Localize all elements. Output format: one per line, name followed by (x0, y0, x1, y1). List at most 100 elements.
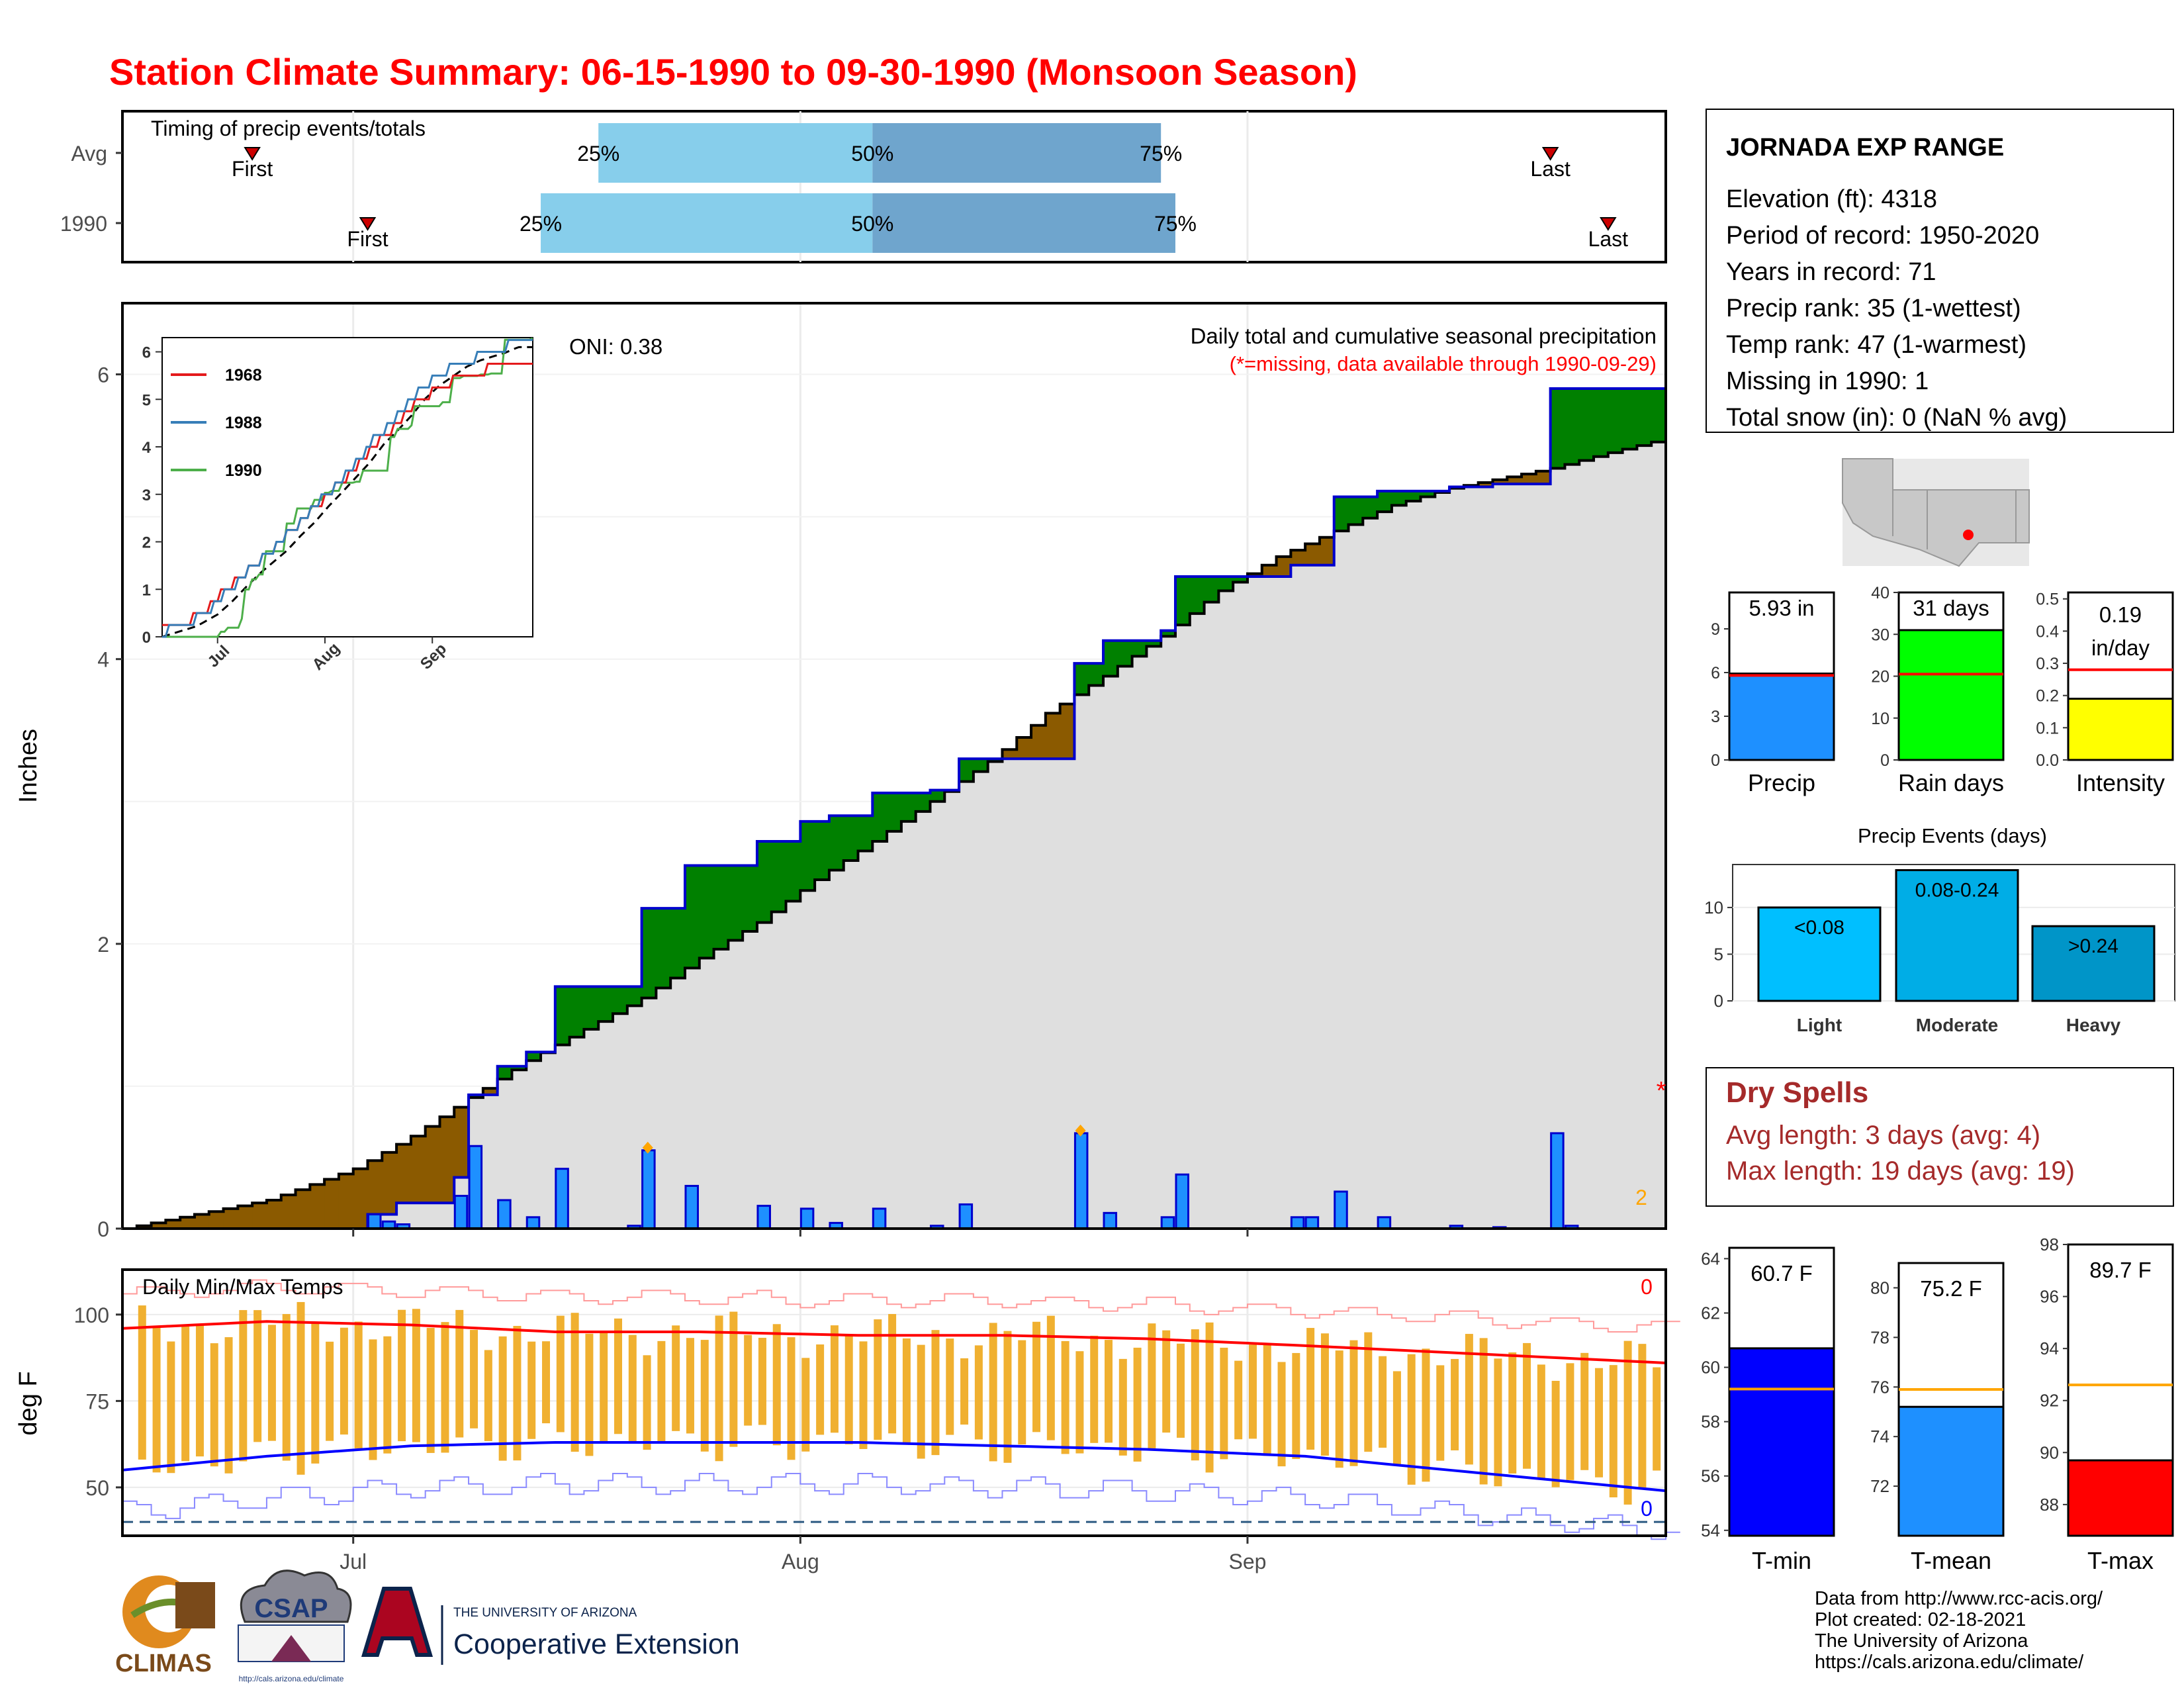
inset-y-label: 5 (142, 391, 151, 409)
temp-summary-value-label: 89.7 F (2089, 1258, 2152, 1282)
below-avg-fill (136, 1225, 152, 1229)
above-avg-fill (497, 1066, 512, 1080)
precip-events-title: Precip Events (days) (1858, 824, 2047, 847)
below-avg-fill (382, 1152, 397, 1215)
above-avg-fill (786, 841, 801, 902)
daily-precip-bar (872, 1207, 887, 1230)
daily-temp-range-bar (498, 1336, 507, 1461)
above-avg-fill (1189, 576, 1205, 614)
daily-temp-range-bar (1436, 1365, 1445, 1461)
below-avg-fill (396, 1144, 412, 1203)
first-event-label: First (347, 227, 388, 251)
above-avg-fill (1074, 663, 1089, 695)
summary-y-label: 30 (1871, 626, 1889, 644)
daily-temp-range-bar (974, 1345, 983, 1440)
below-avg-fill (1017, 737, 1032, 759)
station-info-line: Years in record: 71 (1726, 258, 1936, 286)
summary-category-label: Intensity (2076, 769, 2165, 796)
avg-cumulative-line (122, 438, 1667, 1230)
above-avg-fill (815, 821, 830, 880)
daily-temp-range-bar (1263, 1344, 1271, 1456)
x-tick-label: Aug (782, 1550, 819, 1573)
daily-temp-range-bar (1523, 1342, 1531, 1469)
below-avg-fill (1319, 537, 1335, 565)
daily-temp-range-bar (1349, 1340, 1358, 1466)
daily-temp-range-bar (1191, 1329, 1199, 1461)
summary-y-label: 0.2 (2036, 687, 2059, 706)
dry-spells-avg: Avg length: 3 days (avg: 4) (1726, 1121, 2040, 1150)
heavy-event-marker (1075, 1124, 1086, 1137)
temp-y-axis-label: deg F (15, 1371, 42, 1435)
temp-summary-y-label: 92 (2040, 1391, 2059, 1411)
below-avg-fill (295, 1190, 310, 1229)
daily-temp-range-bar (1653, 1367, 1661, 1471)
csap-logo-text: CSAP (254, 1594, 328, 1623)
last-event-label: Last (1530, 157, 1570, 181)
summary-y-label: 0.0 (2036, 751, 2059, 770)
precip-event-range: >0.24 (2068, 935, 2118, 957)
ua-logo-top: THE UNIVERSITY OF ARIZONA (453, 1606, 637, 1620)
avg-tmax-line (122, 1320, 1666, 1364)
events-y-label: 10 (1704, 898, 1723, 917)
summary-value-label: 0.19 (2099, 602, 2142, 627)
temp-summary-y-label: 80 (1870, 1278, 1889, 1297)
above-avg-fill (656, 908, 671, 988)
daily-temp-range-bar (758, 1337, 766, 1425)
summary-y-label: 0 (1880, 751, 1889, 770)
temp-summary-y-label: 96 (2040, 1287, 2059, 1307)
summary-category-label: Precip (1748, 769, 1815, 796)
daily-temp-range-bar (960, 1358, 969, 1425)
daily-temp-range-bar (1320, 1333, 1329, 1456)
q50-label: 50% (851, 212, 893, 236)
daily-temp-range-bar (1162, 1330, 1171, 1433)
threshold-count: 2 (1635, 1186, 1647, 1209)
daily-temp-range-bar (181, 1326, 190, 1462)
below-avg-fill (151, 1223, 166, 1229)
below-avg-fill (454, 1107, 469, 1178)
below-avg-fill (1492, 479, 1508, 485)
precip-event-bar (1895, 868, 2019, 1002)
above-avg-fill (713, 865, 729, 949)
below-avg-fill (1507, 477, 1522, 485)
x-tick-label: Sep (1228, 1550, 1266, 1573)
temp-summary-y-label: 98 (2040, 1235, 2059, 1254)
daily-temp-range-bar (1623, 1340, 1632, 1505)
daily-temp-range-bar (600, 1331, 608, 1443)
summary-y-label: 10 (1871, 710, 1889, 728)
below-avg-fill (194, 1214, 210, 1229)
daily-precip-bar (1103, 1211, 1118, 1230)
above-avg-fill (526, 1052, 541, 1061)
daily-temp-range-bar (1003, 1331, 1012, 1463)
temp-y-label: 50 (85, 1476, 109, 1500)
above-avg-fill (743, 865, 758, 932)
daily-temp-range-bar (1133, 1347, 1142, 1462)
inset-y-label: 6 (142, 344, 151, 362)
daily-precip-bar (453, 1195, 469, 1230)
footer-credits: Data from http://www.rcc-acis.org/ Plot … (1815, 1588, 2103, 1673)
inset-legend-label: 1988 (225, 414, 262, 432)
daily-temp-range-bar (715, 1315, 723, 1462)
temp-summary-y-label: 64 (1701, 1248, 1720, 1268)
daily-temp-range-bar (700, 1340, 709, 1452)
csap-url: http://cals.arizona.edu/climate (239, 1674, 344, 1683)
record-high-line (122, 1279, 1680, 1333)
above-avg-fill (1391, 491, 1407, 506)
q25-label: 25% (577, 142, 619, 165)
temp-summary-value-label: 75.2 F (1920, 1276, 1982, 1301)
daily-temp-range-bar (282, 1314, 291, 1461)
temp-summary-t-mean: 72 74 76 78 80 75.2 F T-mean (1870, 1262, 2005, 1574)
daily-precip-bar (958, 1203, 974, 1230)
last-event-marker (1541, 147, 1559, 161)
above-avg-fill (1594, 389, 1609, 457)
daily-temp-range-bar (195, 1324, 204, 1457)
daily-temp-range-bar (1046, 1315, 1055, 1440)
footer-line-3: The University of Arizona (1815, 1630, 2028, 1652)
avg-quartile-25-50 (598, 123, 873, 183)
above-avg-fill (1233, 576, 1248, 583)
above-avg-fill (1579, 389, 1594, 461)
daily-temp-range-bar (1220, 1347, 1228, 1460)
temp-summary-value-label: 60.7 F (1751, 1261, 1813, 1286)
y-tick-label: 4 (97, 648, 109, 672)
below-avg-fill (482, 1088, 498, 1095)
